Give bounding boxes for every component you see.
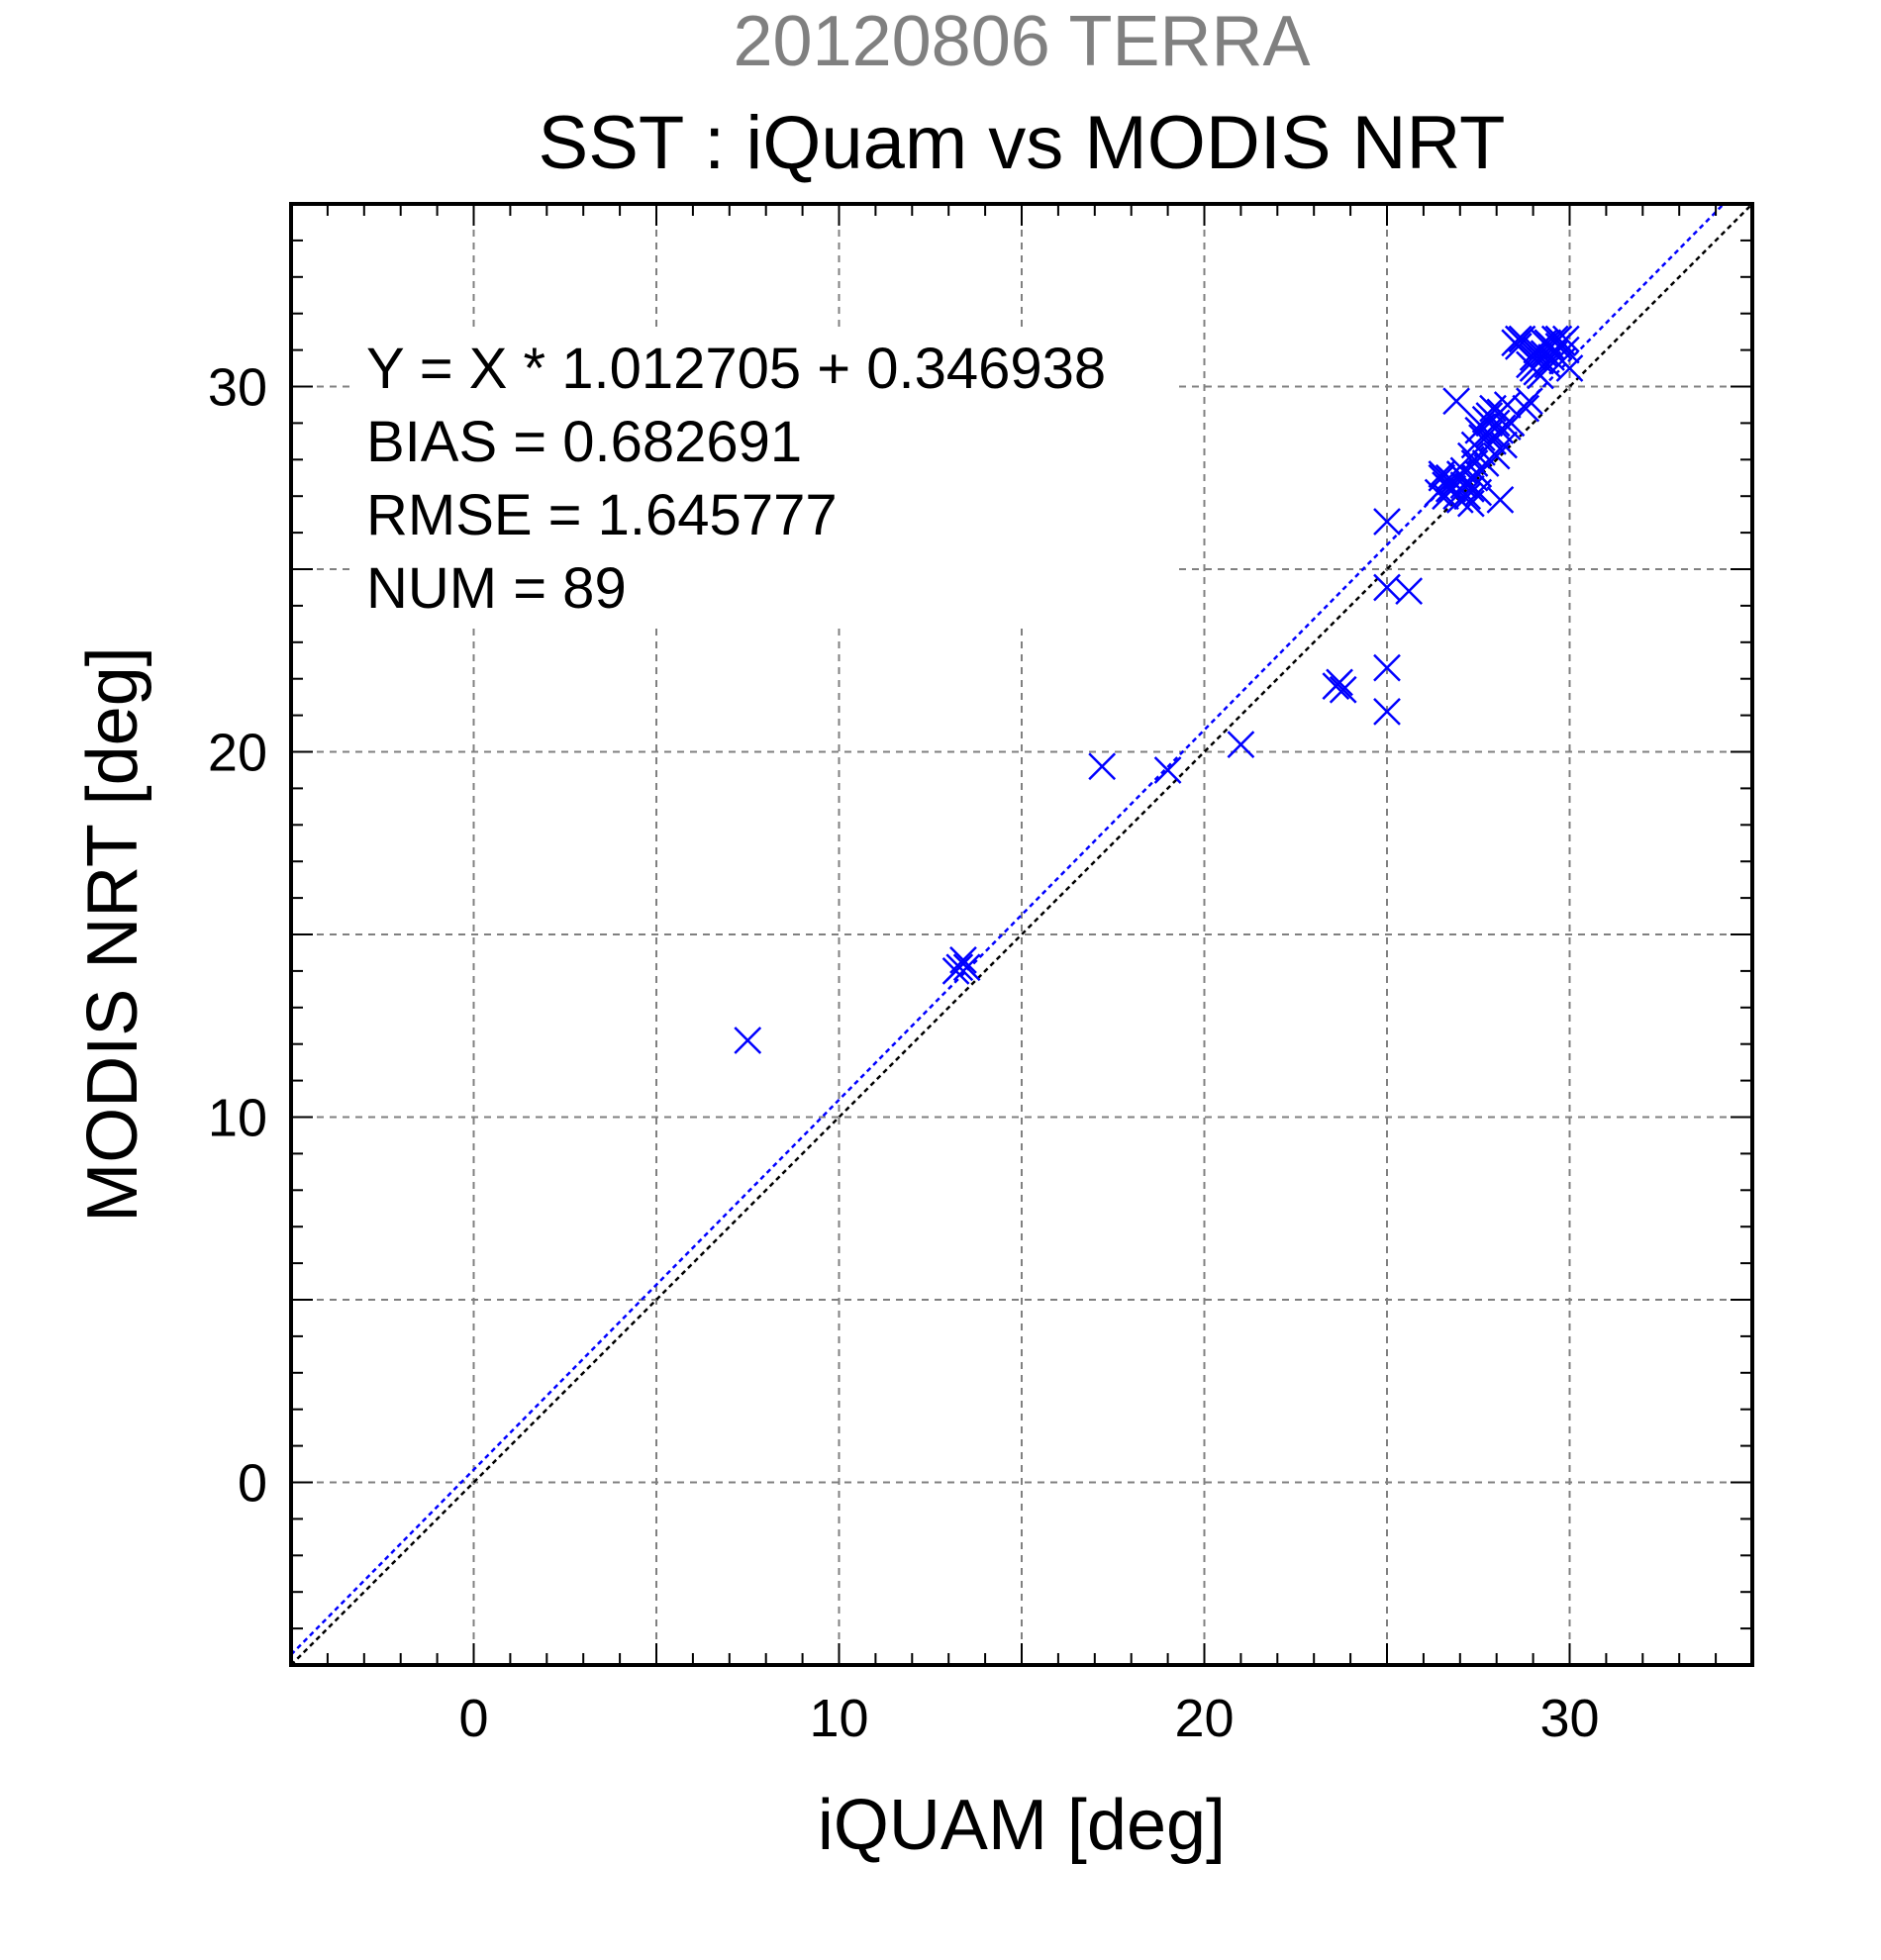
x-tick-label: 10 bbox=[809, 1689, 868, 1748]
tick-labels: 0 10 20 30 0 10 20 30 bbox=[208, 358, 1600, 1749]
data-point bbox=[1516, 387, 1543, 416]
data-point bbox=[949, 945, 977, 974]
stat-rmse: RMSE = 1.645777 bbox=[366, 483, 838, 547]
data-point bbox=[1493, 413, 1522, 441]
data-point bbox=[1088, 752, 1117, 781]
data-point bbox=[1153, 756, 1182, 784]
data-point bbox=[1460, 449, 1489, 477]
stat-regression: Y = X * 1.012705 + 0.346938 bbox=[366, 337, 1106, 401]
data-point bbox=[1373, 653, 1401, 682]
data-point bbox=[1551, 325, 1580, 353]
stat-num: NUM = 89 bbox=[366, 556, 627, 621]
data-point bbox=[1435, 474, 1463, 503]
y-tick-label: 20 bbox=[208, 724, 267, 783]
data-point bbox=[1537, 343, 1565, 371]
stats-box: Y = X * 1.012705 + 0.346938 BIAS = 0.682… bbox=[351, 327, 1173, 629]
identity-line bbox=[291, 204, 1752, 1665]
data-point bbox=[1527, 346, 1554, 375]
y-axis-label: MODIS NRT [deg] bbox=[73, 646, 152, 1223]
data-points bbox=[734, 325, 1584, 1054]
data-point bbox=[1326, 668, 1353, 697]
data-point bbox=[734, 1027, 762, 1054]
y-tick-label: 30 bbox=[208, 358, 267, 418]
x-axis-label: iQUAM [deg] bbox=[818, 1786, 1226, 1865]
y-tick-label: 10 bbox=[208, 1089, 267, 1148]
data-point bbox=[1486, 486, 1515, 514]
data-point bbox=[1373, 698, 1401, 726]
x-tick-label: 0 bbox=[458, 1689, 488, 1748]
data-point bbox=[1442, 387, 1470, 416]
x-tick-label: 30 bbox=[1539, 1689, 1599, 1748]
data-point bbox=[1395, 577, 1424, 606]
data-point bbox=[1504, 325, 1533, 353]
data-point bbox=[952, 953, 981, 982]
stat-bias: BIAS = 0.682691 bbox=[366, 410, 802, 474]
data-point bbox=[1373, 508, 1401, 536]
plot-frame bbox=[289, 202, 1754, 1667]
data-point bbox=[1456, 489, 1485, 518]
x-tick-label: 20 bbox=[1174, 1689, 1234, 1748]
data-point bbox=[1482, 409, 1511, 438]
data-point bbox=[1428, 460, 1456, 488]
chart-title: SST : iQuam vs MODIS NRT bbox=[539, 101, 1506, 185]
chart-supertitle: 20120806 TERRA bbox=[733, 2, 1310, 81]
data-point bbox=[1475, 409, 1504, 438]
y-tick-label: 0 bbox=[238, 1454, 267, 1514]
stats-background bbox=[351, 327, 1173, 629]
data-point bbox=[1504, 333, 1533, 360]
data-point bbox=[945, 953, 974, 982]
data-point bbox=[1329, 675, 1357, 704]
data-point bbox=[1227, 731, 1255, 759]
